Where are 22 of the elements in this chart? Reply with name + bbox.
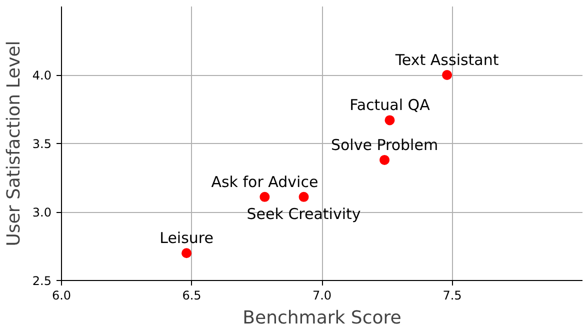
- annotation: Seek Creativity: [246, 204, 361, 223]
- x-axis-title: Benchmark Score: [242, 308, 402, 328]
- point: [298, 192, 309, 202]
- x-tick-label: 7.0: [312, 288, 332, 302]
- point: [182, 248, 192, 258]
- annotation: Ask for Advice: [211, 172, 318, 191]
- x-tick-label: 6.0: [52, 288, 72, 302]
- y-tick-label: 4.0: [32, 68, 52, 82]
- point: [442, 70, 452, 80]
- y-tick-label: 3.5: [32, 137, 52, 151]
- annotation: Factual QA: [350, 96, 431, 114]
- point: [384, 115, 395, 126]
- annotation: Solve Problem: [330, 136, 438, 154]
- point: [380, 154, 390, 165]
- x-tick-label: 7.5: [442, 288, 462, 302]
- point: [260, 192, 270, 202]
- y-tick-label: 3.0: [32, 206, 52, 220]
- annotation: Text Assistant: [394, 51, 499, 69]
- y-tick-label: 2.5: [32, 274, 52, 288]
- x-tick-label: 6.5: [182, 288, 202, 302]
- annotation: Leisure: [160, 229, 214, 248]
- y-axis-title: User Satisfaction Level: [3, 40, 24, 246]
